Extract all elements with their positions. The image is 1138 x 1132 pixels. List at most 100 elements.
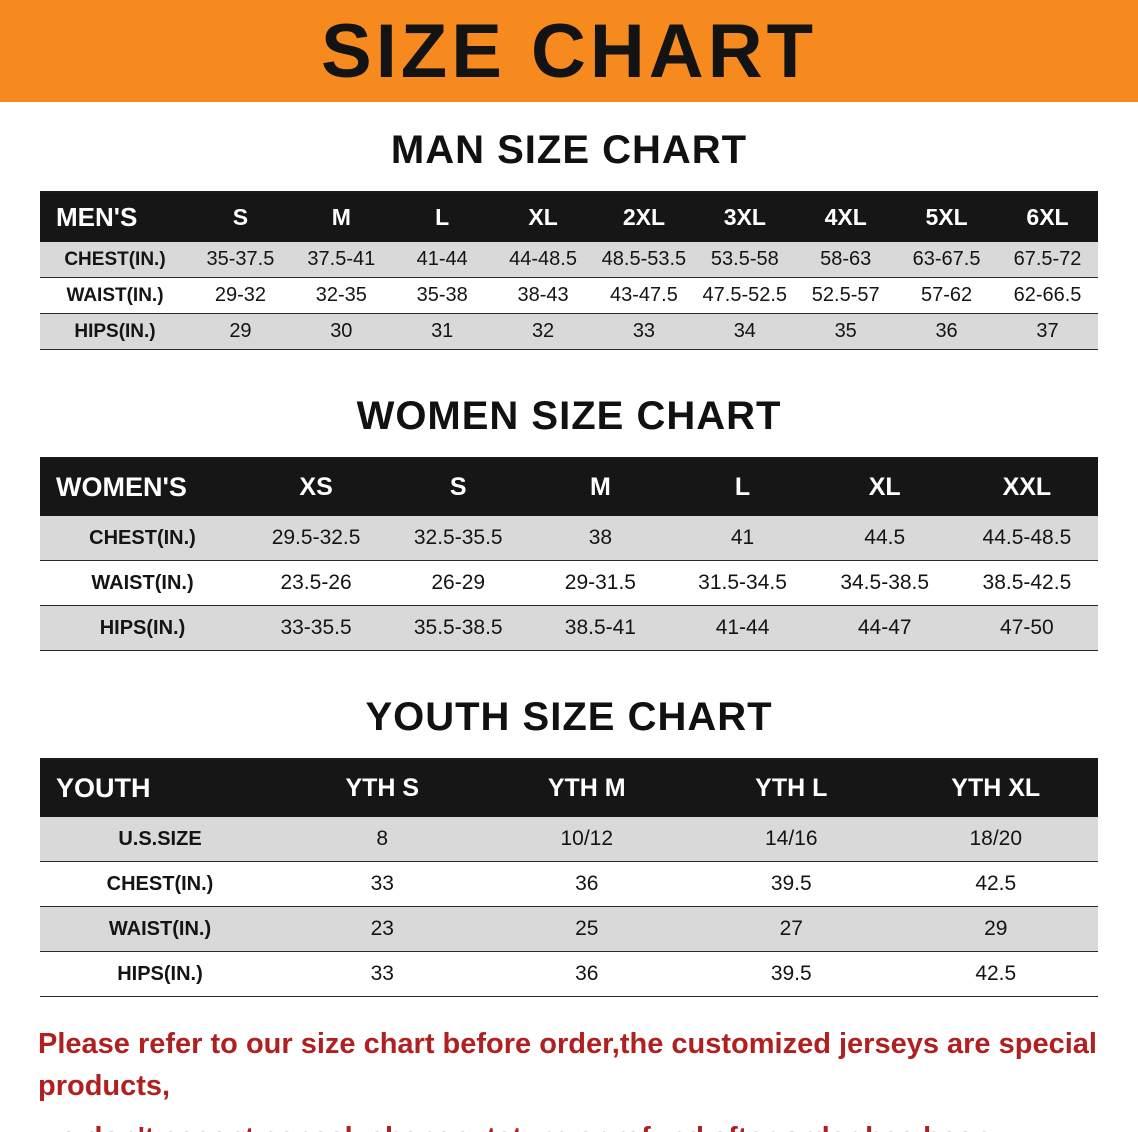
size-column-header: M [529, 458, 672, 516]
men-chart-heading: MAN SIZE CHART [390, 128, 748, 172]
size-value: 29 [893, 906, 1098, 952]
size-value: 29-31.5 [529, 560, 672, 606]
size-column-header: L [671, 458, 814, 516]
women-chart-heading: WOMEN SIZE CHART [356, 394, 782, 438]
size-column-header: XXL [955, 458, 1098, 516]
table-row: CHEST(IN.) 33 36 39.5 42.5 [40, 861, 1098, 907]
size-value: 47-50 [955, 605, 1098, 651]
size-value: 37.5-41 [290, 242, 392, 278]
size-value: 41-44 [671, 605, 814, 651]
size-value: 47.5-52.5 [694, 277, 796, 314]
size-column-header: 2XL [593, 192, 695, 242]
size-value: 26-29 [387, 560, 530, 606]
size-value: 39.5 [689, 951, 894, 997]
size-column-header: YTH XL [893, 759, 1098, 817]
row-label: HIPS(IN.) [40, 313, 190, 350]
size-value: 27 [689, 906, 894, 952]
size-value: 32-35 [290, 277, 392, 314]
notice-line-1: Please refer to our size chart before or… [38, 1028, 1097, 1103]
table-row: WAIST(IN.) 29-32 32-35 35-38 38-43 43-47.5 47.… [40, 277, 1098, 314]
size-value: 18/20 [893, 817, 1098, 862]
table-row: CHEST(IN.) 29.5-32.5 32.5-35.5 38 41 44.5 44.5… [40, 516, 1098, 561]
row-label: CHEST(IN.) [40, 516, 245, 561]
youth-size-chart-section: YOUTH SIZE CHART YOUTH YTH S YTH M YTH L YTH… [0, 651, 1138, 997]
size-value: 39.5 [689, 861, 894, 907]
row-label: U.S.SIZE [40, 817, 280, 862]
row-label: HIPS(IN.) [40, 605, 245, 651]
size-column-header: YTH S [280, 759, 485, 817]
size-value: 43-47.5 [593, 277, 695, 314]
size-value: 35.5-38.5 [387, 605, 530, 651]
size-value: 14/16 [689, 817, 894, 862]
size-value: 36 [896, 313, 997, 350]
size-value: 44.5-48.5 [955, 516, 1098, 561]
size-column-header: YTH M [484, 759, 689, 817]
page-title: SIZE CHART [321, 8, 817, 94]
table-row: WAIST(IN.) 23.5-26 26-29 29-31.5 31.5-34.5 34… [40, 560, 1098, 606]
size-column-header: M [290, 192, 392, 242]
size-column-header: YTH L [689, 759, 894, 817]
size-column-header: XL [492, 192, 594, 242]
size-value: 41-44 [391, 242, 493, 278]
size-value: 44-48.5 [492, 242, 594, 278]
size-value: 36 [484, 951, 689, 997]
size-value: 37 [997, 313, 1098, 350]
size-column-header: 4XL [795, 192, 897, 242]
table-title-cell: WOMEN'S [40, 458, 245, 516]
size-value: 41 [671, 516, 814, 561]
size-value: 31.5-34.5 [671, 560, 814, 606]
size-value: 10/12 [484, 817, 689, 862]
size-value: 33-35.5 [245, 605, 388, 651]
size-value: 57-62 [896, 277, 997, 314]
notice-line-2: we don't accept cancel, change, teturn o… [38, 1117, 1100, 1132]
table-row: HIPS(IN.) 29 30 31 32 33 34 35 36 37 [40, 313, 1098, 350]
size-value: 32 [492, 313, 594, 350]
row-label: WAIST(IN.) [40, 560, 245, 606]
size-value: 34 [694, 313, 796, 350]
size-column-header: XL [813, 458, 956, 516]
size-column-header: XS [245, 458, 388, 516]
size-value: 35-38 [391, 277, 493, 314]
row-label: WAIST(IN.) [40, 277, 190, 314]
size-value: 23 [280, 906, 485, 952]
size-value: 48.5-53.5 [593, 242, 695, 278]
size-column-header: 6XL [997, 192, 1098, 242]
size-value: 30 [290, 313, 392, 350]
banner: SIZE CHART [0, 0, 1138, 102]
size-column-header: S [190, 192, 291, 242]
size-value: 67.5-72 [997, 242, 1098, 278]
size-value: 36 [484, 861, 689, 907]
table-row: CHEST(IN.) 35-37.5 37.5-41 41-44 44-48.5 48.5… [40, 242, 1098, 278]
table-title-cell: MEN'S [40, 192, 190, 242]
size-value: 29-32 [190, 277, 291, 314]
size-value: 38-43 [492, 277, 594, 314]
size-value: 33 [280, 951, 485, 997]
table-row: HIPS(IN.) 33-35.5 35.5-38.5 38.5-41 41-44 44-… [40, 605, 1098, 651]
size-value: 33 [280, 861, 485, 907]
order-notice: Please refer to our size chart before or… [0, 1023, 1138, 1132]
size-column-header: S [387, 458, 530, 516]
size-value: 33 [593, 313, 695, 350]
size-value: 35-37.5 [190, 242, 291, 278]
size-value: 29 [190, 313, 291, 350]
size-value: 38.5-41 [529, 605, 672, 651]
women-size-chart-section: WOMEN SIZE CHART WOMEN'S XS S M L XL XXL CHEST(… [0, 350, 1138, 651]
size-value: 35 [795, 313, 897, 350]
size-column-header: L [391, 192, 493, 242]
youth-chart-heading: YOUTH SIZE CHART [365, 695, 773, 739]
youth-size-table: YOUTH YTH S YTH M YTH L YTH XL U.S.SIZE 8 10/12… [40, 758, 1098, 997]
size-value: 44.5 [813, 516, 956, 561]
size-value: 23.5-26 [245, 560, 388, 606]
table-row: WAIST(IN.) 23 25 27 29 [40, 906, 1098, 952]
size-value: 34.5-38.5 [813, 560, 956, 606]
table-header-row: WOMEN'S XS S M L XL XXL [40, 458, 1098, 516]
size-column-header: 5XL [896, 192, 997, 242]
table-title-cell: YOUTH [40, 759, 280, 817]
size-value: 25 [484, 906, 689, 952]
size-value: 63-67.5 [896, 242, 997, 278]
table-header-row: YOUTH YTH S YTH M YTH L YTH XL [40, 759, 1098, 817]
table-row: HIPS(IN.) 33 36 39.5 42.5 [40, 951, 1098, 997]
size-value: 52.5-57 [795, 277, 897, 314]
row-label: HIPS(IN.) [40, 951, 280, 997]
